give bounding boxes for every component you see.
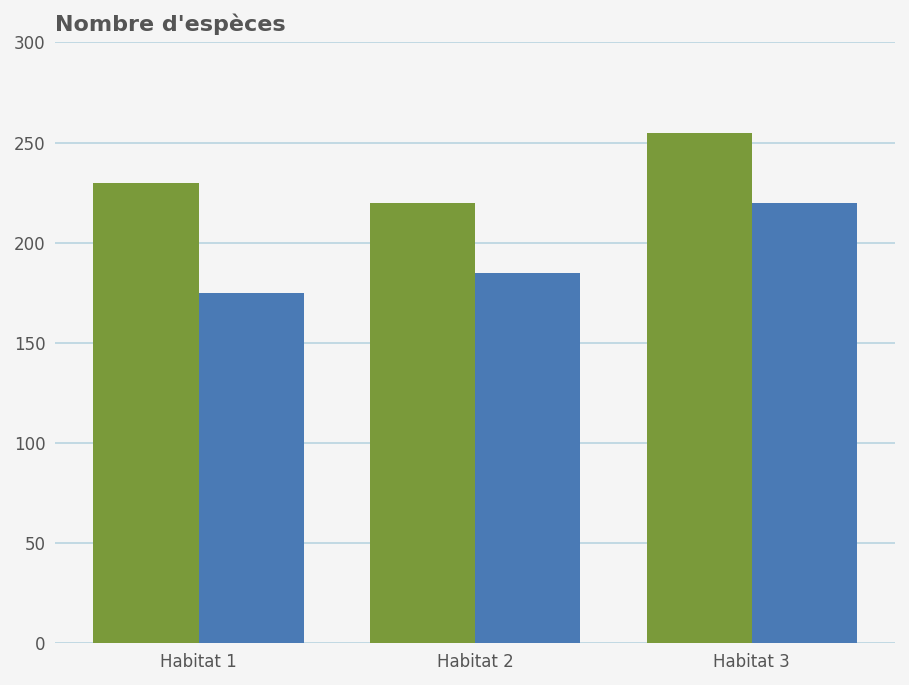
Bar [370,203,475,643]
Bar [475,273,580,643]
Bar [752,203,857,643]
Text: Nombre d'espèces: Nombre d'espèces [55,14,285,36]
Bar [646,133,752,643]
Bar [198,293,304,643]
Legend:  [874,622,887,635]
Bar [94,183,198,643]
